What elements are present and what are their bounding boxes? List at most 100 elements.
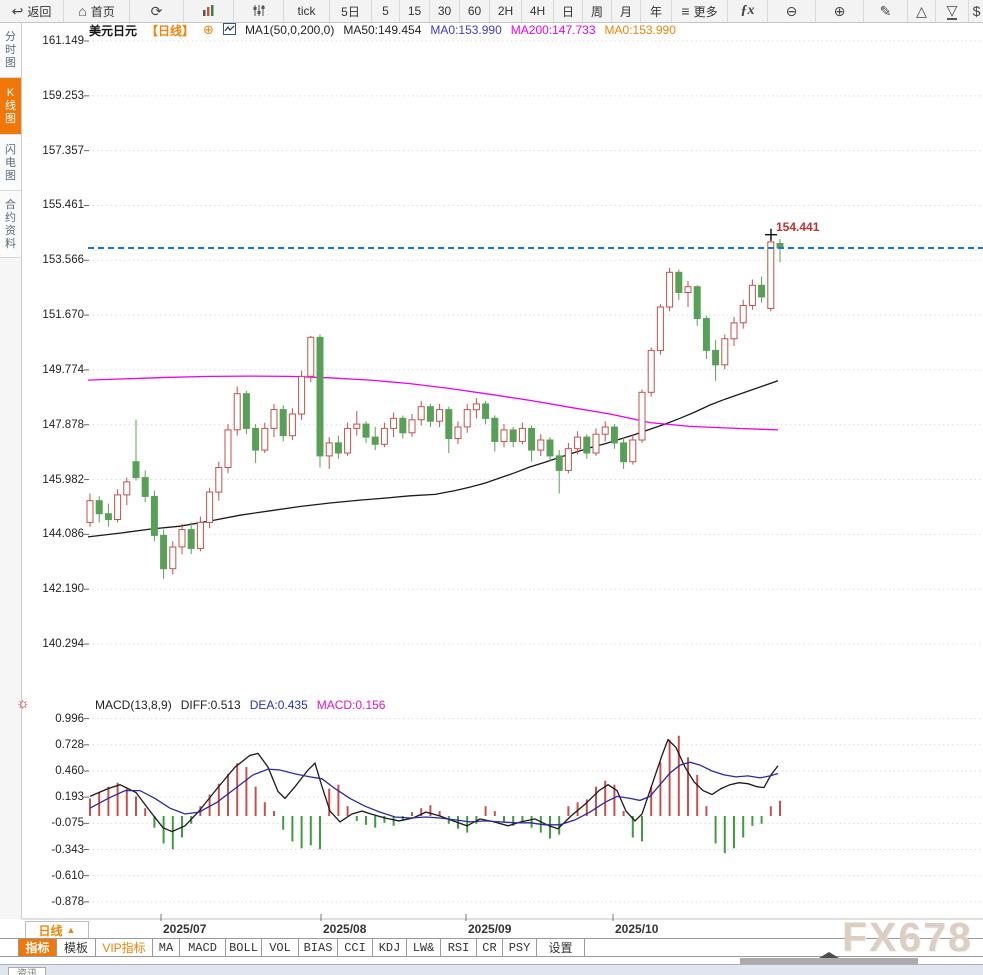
date-axis-label: 2025/07	[163, 922, 207, 936]
tab-macd[interactable]: MACD	[180, 939, 226, 956]
price-axis-label: 142.190	[42, 583, 84, 596]
toolbar-m30-button[interactable]: 30	[430, 0, 460, 22]
toolbar-more-button[interactable]: ≡ 更多	[672, 0, 728, 22]
tab-kdj[interactable]: KDJ	[373, 939, 407, 956]
sidebar-item-contract-info[interactable]: 合约资料	[0, 191, 21, 258]
refresh-icon: ⟳	[150, 3, 163, 19]
price-axis-label: 144.086	[42, 528, 84, 541]
status-bar: 资讯	[0, 964, 983, 975]
toolbar-label: 更多	[693, 4, 718, 19]
toolbar-label: 30	[437, 4, 452, 18]
tab-psy[interactable]: PSY	[503, 939, 537, 956]
date-axis-label: 2025/09	[468, 922, 512, 936]
date-axis-label: 2025/08	[323, 922, 367, 936]
toolbar-currency-button[interactable]: $	[969, 0, 983, 22]
toolbar-tick-button[interactable]: tick	[284, 0, 330, 22]
fx-icon: ƒx	[740, 3, 755, 18]
toolbar-label: 2H	[497, 4, 514, 18]
back-icon: ↩	[11, 3, 24, 19]
toolbar-home-button[interactable]: ⌂ 首页	[64, 0, 130, 22]
toolbar-label: 年	[649, 4, 662, 19]
macd-axis-label: -0.610	[51, 869, 84, 882]
toolbar-year-button[interactable]: 年	[641, 0, 672, 22]
price-axis-label: 159.253	[42, 89, 84, 102]
toolbar-label: 60	[467, 4, 482, 18]
collapse-arrow-icon	[819, 952, 839, 958]
triangle-down-icon: ▽	[946, 1, 958, 20]
toolbar-week-button[interactable]: 周	[583, 0, 612, 22]
add-compare-icon[interactable]: ⊕	[203, 22, 214, 37]
ma-settings: MA1(50,0,200,0)	[244, 23, 335, 37]
toolbar-zoom-in-button[interactable]: ⊕	[816, 0, 864, 22]
sidebar-item-char: 图	[5, 113, 16, 125]
toolbar-refresh-button[interactable]: ⟳	[130, 0, 184, 22]
mini-chart-icon[interactable]	[222, 22, 236, 38]
toolbar-draw-button[interactable]: ✎	[864, 0, 908, 22]
tab-indicators[interactable]: 指标	[18, 939, 57, 956]
tab-ma[interactable]: MA	[153, 939, 180, 956]
diff-value: DIFF:0.513	[180, 698, 241, 712]
tab-cci[interactable]: CCI	[338, 939, 373, 956]
date-axis-label: 2025/10	[615, 922, 659, 936]
macd-axis-label: 0.996	[55, 712, 84, 725]
tab-boll[interactable]: BOLL	[226, 939, 262, 956]
sidebar-item-lightning-chart[interactable]: 闪电图	[0, 135, 21, 191]
price-axis-label: 140.294	[42, 638, 84, 651]
tab-templates[interactable]: 模板	[57, 939, 96, 956]
tab-rsi[interactable]: RSI	[441, 939, 477, 956]
toolbar-indicator-params-button[interactable]	[234, 0, 284, 22]
tab-lw[interactable]: LW&	[407, 939, 441, 956]
toolbar-m5-button[interactable]: 5	[372, 0, 400, 22]
toolbar-zoom-out-button[interactable]: ⊖	[768, 0, 816, 22]
toolbar-day-button[interactable]: 日	[554, 0, 583, 22]
ma0-value-orange: MA0:153.990	[604, 23, 676, 37]
triangle-up-icon: △	[916, 3, 927, 19]
period-button[interactable]: 日线 ▲	[25, 921, 89, 939]
tab-cr[interactable]: CR	[477, 939, 503, 956]
triangle-up-icon: ▲	[66, 925, 76, 935]
tab-settings[interactable]: 设置	[537, 939, 585, 956]
toolbar-h4-button[interactable]: 4H	[522, 0, 554, 22]
toolbar-label: 5	[382, 4, 389, 18]
sliders-icon	[252, 4, 266, 19]
toolbar-m15-button[interactable]: 15	[400, 0, 430, 22]
macd-value: MACD:0.156	[316, 698, 386, 712]
toolbar-chart-style-button[interactable]	[184, 0, 234, 22]
toolbar-label: 15	[407, 4, 422, 18]
indicator-settings-icon[interactable]: ☼	[16, 695, 30, 712]
sidebar-item-char: 分	[5, 31, 16, 43]
price-axis-label: 155.461	[42, 199, 84, 212]
zoom-in-icon: ⊕	[833, 3, 846, 19]
toolbar-scroll-up-button[interactable]: △	[908, 0, 936, 22]
toolbar-m60-button[interactable]: 60	[460, 0, 490, 22]
toolbar-back-button[interactable]: ↩ 返回	[0, 0, 64, 22]
toolbar-label: 首页	[90, 4, 115, 19]
bottom-tab-bar: 指标 模板 VIP指标 MA MACD BOLL VOL BIAS CCI KDJ LW& RSI CR…	[0, 938, 983, 957]
toolbar-label: 日	[561, 4, 574, 19]
tab-vol[interactable]: VOL	[262, 939, 299, 956]
sidebar-item-char: 约	[5, 211, 16, 224]
toolbar-h2-button[interactable]: 2H	[490, 0, 522, 22]
sidebar-item-char: 闪	[5, 143, 16, 156]
main-chart-header: 美元日元 【日线】 ⊕ MA1(50,0,200,0) MA50:149.454…	[89, 22, 676, 38]
tab-vip-indicators[interactable]: VIP指标	[96, 939, 153, 956]
toolbar-scroll-down-button[interactable]: ▽	[936, 0, 969, 22]
toolbar-month-button[interactable]: 月	[612, 0, 641, 22]
collapse-handle[interactable]	[740, 952, 918, 965]
toolbar-fx-button[interactable]: ƒx	[728, 0, 768, 22]
period-tag: 【日线】	[146, 23, 195, 38]
tab-bias[interactable]: BIAS	[299, 939, 338, 956]
dea-value: DEA:0.435	[249, 698, 308, 712]
price-axis-label: 147.878	[42, 418, 84, 431]
sidebar-item-time-chart[interactable]: 分时图	[0, 23, 21, 78]
macd-header: MACD(13,8,9) DIFF:0.513 DEA:0.435 MACD:0…	[95, 698, 385, 712]
sidebar-item-char: 料	[5, 237, 16, 250]
news-tab[interactable]: 资讯	[8, 967, 46, 975]
sidebar-item-char: K	[6, 87, 15, 99]
symbol-name: 美元日元	[89, 23, 138, 38]
toolbar-5d-button[interactable]: 5日	[330, 0, 372, 22]
sidebar-item-char: 资	[5, 224, 16, 237]
